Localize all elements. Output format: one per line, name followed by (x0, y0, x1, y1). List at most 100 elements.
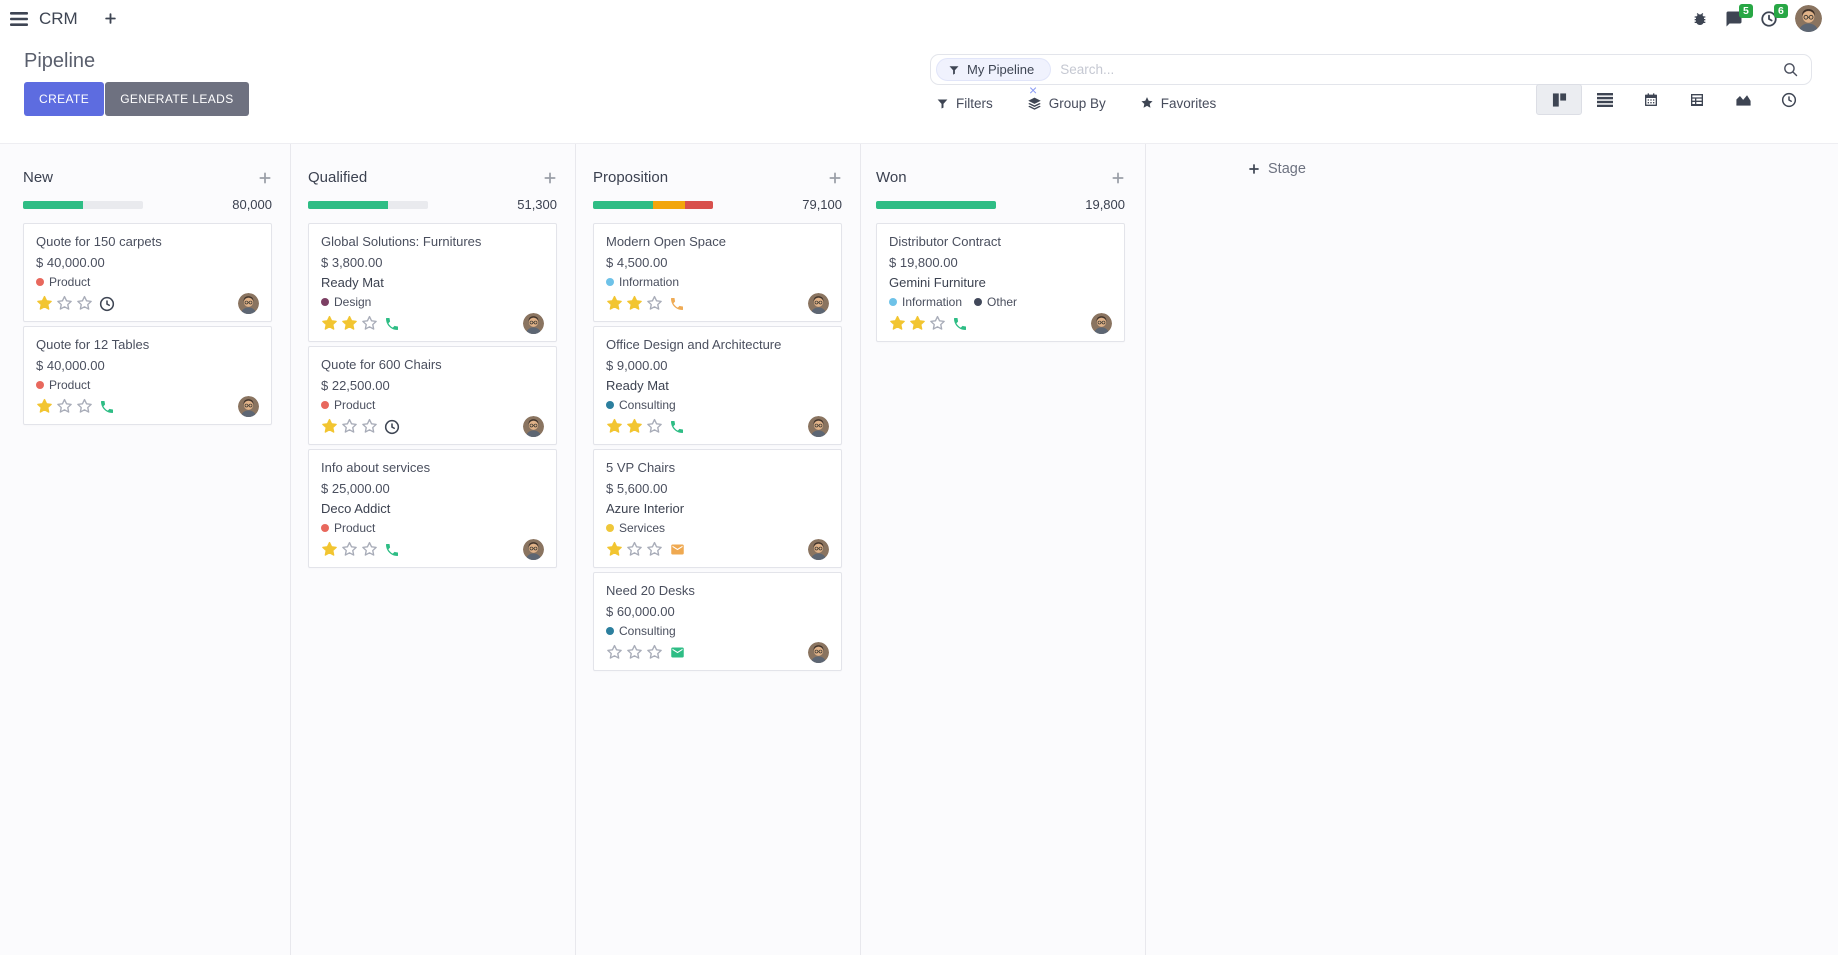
tag-label: Information (902, 295, 963, 309)
calendar-view-button[interactable] (1628, 84, 1674, 115)
activity-phone-icon[interactable] (952, 316, 968, 332)
quick-add-card-icon[interactable] (543, 171, 557, 185)
column-header: Proposition (593, 169, 842, 186)
kanban-card[interactable]: Need 20 Desks $ 60,000.00 Consulting (593, 572, 842, 671)
activity-envelope-icon[interactable] (669, 542, 686, 557)
priority-stars[interactable] (321, 315, 378, 332)
apps-menu-icon[interactable] (10, 11, 28, 26)
stage-name[interactable]: Proposition (593, 169, 669, 186)
filters-button[interactable]: Filters (936, 96, 993, 111)
salesperson-avatar[interactable] (808, 642, 829, 663)
kanban-card[interactable]: Distributor Contract $ 19,800.00 Gemini F… (876, 223, 1125, 342)
priority-stars[interactable] (889, 315, 946, 332)
salesperson-avatar[interactable] (1091, 313, 1112, 334)
pivot-view-button[interactable] (1674, 84, 1720, 115)
search-icon[interactable] (1782, 61, 1799, 78)
card-title: Quote for 12 Tables (36, 337, 150, 352)
quick-add-card-icon[interactable] (828, 171, 842, 185)
add-stage-button[interactable]: Stage (1248, 161, 1306, 177)
salesperson-avatar[interactable] (523, 416, 544, 437)
card-list: Quote for 150 carpets $ 40,000.00 Produc… (23, 223, 272, 425)
stage-name[interactable]: Won (876, 169, 907, 186)
activity-phone-icon[interactable] (99, 399, 115, 415)
navbar-right: 5 6 (1692, 3, 1828, 32)
card-tag[interactable]: Product (36, 378, 90, 392)
column-header: Qualified (308, 169, 557, 186)
salesperson-avatar[interactable] (238, 293, 259, 314)
debug-bug-icon[interactable] (1692, 11, 1708, 27)
activity-phone-icon[interactable] (384, 542, 400, 558)
create-button[interactable]: CREATE (24, 82, 105, 116)
stage-progressbar[interactable] (593, 200, 713, 209)
search-facet-my-pipeline[interactable]: My Pipeline (936, 58, 1052, 81)
kanban-card[interactable]: Modern Open Space $ 4,500.00 Information (593, 223, 842, 322)
stage-progressbar[interactable] (876, 200, 996, 209)
graph-view-button[interactable] (1720, 84, 1766, 115)
card-tag[interactable]: Information (889, 295, 962, 309)
group-by-button[interactable]: Group By (1027, 96, 1106, 111)
favorites-button[interactable]: Favorites (1140, 96, 1216, 111)
card-tag[interactable]: Product (321, 521, 375, 535)
salesperson-avatar[interactable] (808, 293, 829, 314)
kanban-card[interactable]: Quote for 150 carpets $ 40,000.00 Produc… (23, 223, 272, 322)
stage-name[interactable]: New (23, 169, 54, 186)
kanban-card[interactable]: Quote for 600 Chairs $ 22,500.00 Product (308, 346, 557, 445)
activity-clock-icon[interactable] (384, 419, 400, 435)
priority-stars[interactable] (321, 541, 378, 558)
activity-view-button[interactable] (1766, 84, 1812, 115)
card-tag[interactable]: Services (606, 521, 665, 535)
salesperson-avatar[interactable] (523, 539, 544, 560)
card-partner: Gemini Furniture (889, 275, 986, 290)
activity-phone-icon[interactable] (669, 419, 685, 435)
quick-add-card-icon[interactable] (1111, 171, 1125, 185)
search-bar[interactable]: My Pipeline Search... (930, 54, 1812, 85)
priority-stars[interactable] (36, 398, 93, 415)
card-tag[interactable]: Consulting (606, 624, 676, 638)
priority-stars[interactable] (606, 418, 663, 435)
kanban-card[interactable]: 5 VP Chairs $ 5,600.00 Azure Interior Ser… (593, 449, 842, 568)
activity-phone-icon[interactable] (384, 316, 400, 332)
group-by-layers-icon (1027, 96, 1042, 111)
card-tags: Information (606, 275, 829, 289)
quick-create-plus-icon[interactable] (104, 12, 117, 25)
card-tag[interactable]: Other (974, 295, 1017, 309)
salesperson-avatar[interactable] (238, 396, 259, 417)
card-tag[interactable]: Design (321, 295, 371, 309)
kanban-card[interactable]: Info about services $ 25,000.00 Deco Addi… (308, 449, 557, 568)
priority-stars[interactable] (606, 644, 663, 661)
tag-label: Services (619, 521, 666, 535)
card-tag[interactable]: Information (606, 275, 679, 289)
activity-phone-icon[interactable] (669, 296, 685, 312)
list-view-button[interactable] (1582, 84, 1628, 115)
salesperson-avatar[interactable] (523, 313, 544, 334)
messages-icon[interactable]: 5 (1725, 3, 1753, 28)
facet-remove-icon[interactable]: × (1029, 82, 1038, 98)
priority-stars[interactable] (321, 418, 378, 435)
card-tag[interactable]: Product (36, 275, 90, 289)
app-name[interactable]: CRM (39, 8, 78, 28)
stage-name[interactable]: Qualified (308, 169, 368, 186)
stage-progressbar[interactable] (308, 200, 428, 209)
priority-stars[interactable] (606, 541, 663, 558)
salesperson-avatar[interactable] (808, 539, 829, 560)
search-placeholder: Search... (1060, 62, 1115, 77)
kanban-card[interactable]: Quote for 12 Tables $ 40,000.00 Product (23, 326, 272, 425)
stage-progressbar[interactable] (23, 200, 143, 209)
generate-leads-button[interactable]: GENERATE LEADS (105, 82, 249, 116)
activity-clock-icon[interactable] (99, 296, 115, 312)
quick-add-card-icon[interactable] (258, 171, 272, 185)
activity-envelope-icon[interactable] (669, 645, 686, 660)
user-avatar[interactable] (1795, 5, 1822, 32)
kanban-card[interactable]: Office Design and Architecture $ 9,000.0… (593, 326, 842, 445)
priority-stars[interactable] (606, 295, 663, 312)
card-tags: Information Other (889, 295, 1112, 309)
activities-icon[interactable]: 6 (1760, 3, 1788, 28)
priority-stars[interactable] (36, 295, 93, 312)
card-footer (889, 313, 1112, 334)
salesperson-avatar[interactable] (808, 416, 829, 437)
card-title: Distributor Contract (889, 234, 1001, 249)
card-tag[interactable]: Consulting (606, 398, 676, 412)
kanban-view-button[interactable] (1536, 84, 1582, 115)
card-tag[interactable]: Product (321, 398, 375, 412)
kanban-card[interactable]: Global Solutions: Furnitures $ 3,800.00 R… (308, 223, 557, 342)
